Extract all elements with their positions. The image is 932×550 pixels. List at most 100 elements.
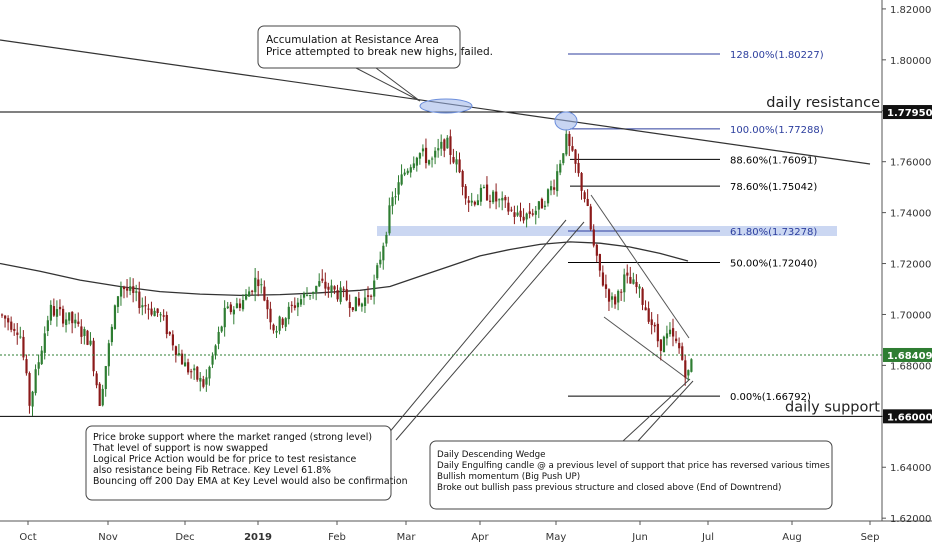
candle-body — [388, 205, 391, 234]
candle-body — [321, 278, 324, 281]
candle-body — [681, 346, 684, 360]
candle-body — [391, 197, 394, 207]
candle-body — [598, 254, 601, 271]
candle-body — [489, 200, 492, 202]
price-tick-label: 1.82000 — [890, 5, 931, 16]
candle-body — [336, 290, 339, 300]
candle-body — [525, 213, 528, 220]
candle-body — [318, 281, 321, 287]
candle-body — [611, 296, 614, 300]
wedge-note-line-3: Bullish momentum (Big Push UP) — [437, 472, 580, 482]
accumulation-note: Accumulation at Resistance Area Price at… — [257, 25, 493, 69]
candle-body — [476, 200, 479, 206]
candle-body — [46, 320, 49, 332]
time-tick-label: Nov — [98, 532, 118, 543]
candle-body — [171, 334, 174, 346]
candle-body — [49, 304, 52, 321]
candle-body — [592, 229, 595, 246]
candle-body — [485, 184, 489, 201]
candle-body — [574, 149, 577, 164]
candle-body — [626, 272, 629, 276]
candle-body — [83, 329, 86, 337]
candle-body — [86, 330, 89, 345]
candle-body — [4, 315, 7, 319]
candle-body — [473, 201, 476, 205]
candle-body — [647, 308, 650, 322]
time-tick-label: 2019 — [244, 532, 272, 543]
candle-body — [13, 328, 16, 331]
candle-body — [360, 303, 364, 307]
candle-body — [455, 159, 458, 165]
support-note-line-2: That level of support is now swapped — [92, 443, 268, 454]
candle-body — [540, 198, 544, 209]
candle-body — [119, 287, 123, 297]
candle-body — [357, 298, 361, 306]
candle-body — [367, 295, 370, 297]
candle-body — [180, 353, 184, 365]
daily-support-badge-value: 1.66000 — [887, 412, 932, 423]
candle-body — [446, 137, 449, 149]
candle-body — [623, 274, 626, 293]
candle-body — [339, 287, 342, 302]
candle-body — [235, 303, 239, 309]
wedge-note-line-1: Daily Descending Wedge — [437, 450, 545, 460]
candle-body — [345, 289, 348, 301]
candle-body — [537, 201, 540, 210]
candle-body — [284, 318, 287, 327]
candle-body — [65, 319, 68, 325]
candle-body — [516, 212, 519, 216]
candle-body — [327, 286, 330, 290]
candle-body — [409, 167, 412, 173]
candle-body — [678, 342, 681, 349]
candle-body — [68, 312, 71, 321]
candle-body — [156, 308, 159, 314]
candle-body — [287, 306, 290, 320]
candle-body — [196, 366, 199, 380]
candle-body — [113, 305, 117, 330]
candle-body — [241, 300, 245, 310]
candle-body — [638, 286, 641, 289]
candle-body — [376, 265, 379, 279]
candle-body — [379, 259, 382, 265]
wedge-upper-line — [590, 194, 690, 339]
daily-resistance-badge-value: 1.77950 — [887, 108, 932, 119]
candle-body — [232, 309, 235, 315]
candle-body — [492, 191, 495, 203]
candle-body — [74, 319, 77, 324]
candle-body — [306, 294, 309, 296]
candle-body — [245, 294, 248, 300]
candle-body — [272, 324, 275, 331]
candle-body — [190, 371, 193, 373]
candle-body — [482, 186, 486, 188]
candle-body — [10, 321, 13, 330]
price-tick-label: 1.64000 — [890, 463, 931, 474]
candle-body — [479, 187, 483, 202]
candle-body — [571, 146, 574, 151]
price-tick-label: 1.74000 — [890, 209, 931, 220]
candle-body — [147, 308, 150, 310]
candle-body — [668, 329, 672, 335]
candle-body — [543, 205, 547, 207]
price-tick-label: 1.80000 — [890, 56, 931, 67]
candle-body — [635, 281, 638, 288]
time-tick-label: Jul — [701, 532, 714, 543]
candle-body — [370, 295, 373, 297]
candle-body — [193, 368, 196, 371]
candle-body — [302, 293, 306, 298]
time-tick-label: Oct — [19, 532, 36, 543]
candle-body — [62, 308, 65, 324]
candle-body — [400, 174, 403, 185]
time-tick-label: Dec — [175, 532, 194, 543]
candle-body — [363, 297, 367, 306]
candle-body — [504, 197, 507, 201]
daily-support-badge — [883, 409, 932, 424]
candle-body — [138, 291, 141, 308]
candle-body — [589, 206, 592, 230]
candle-body — [58, 306, 62, 310]
candle-body — [519, 210, 522, 218]
candle-body — [354, 296, 357, 312]
fib-level-label: 78.60%(1.75042) — [730, 182, 817, 193]
candle-body — [293, 305, 296, 308]
time-tick-label: Mar — [397, 532, 417, 543]
candle-body — [424, 147, 428, 164]
